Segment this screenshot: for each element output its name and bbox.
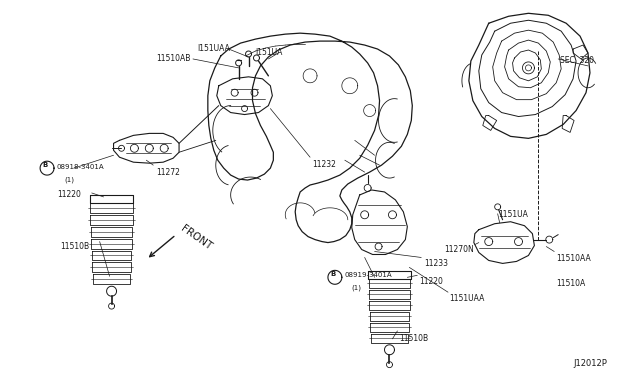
Text: 08919-3401A: 08919-3401A — [345, 272, 392, 278]
Text: FRONT: FRONT — [179, 224, 214, 252]
Text: 11272: 11272 — [156, 168, 180, 177]
Text: 11510B: 11510B — [60, 241, 89, 251]
Text: 11220: 11220 — [419, 277, 443, 286]
Text: 11270N: 11270N — [444, 244, 474, 254]
Text: J12012P: J12012P — [573, 359, 607, 368]
Text: 08918-3401A: 08918-3401A — [57, 164, 104, 170]
Text: (1): (1) — [64, 176, 74, 183]
Text: 1151UA: 1151UA — [499, 210, 529, 219]
Text: (1): (1) — [352, 284, 362, 291]
Text: I151UA: I151UA — [255, 48, 283, 57]
Text: 11232: 11232 — [312, 160, 336, 169]
Text: 11510B: 11510B — [399, 334, 429, 343]
Text: 11510AB: 11510AB — [156, 54, 191, 63]
Text: 11510AA: 11510AA — [556, 254, 591, 263]
Text: B: B — [42, 162, 48, 168]
Text: I151UAA: I151UAA — [197, 44, 230, 53]
Text: 11510A: 11510A — [556, 279, 586, 288]
Text: 1151UAA: 1151UAA — [449, 294, 484, 303]
Text: 11220: 11220 — [57, 190, 81, 199]
Text: 11233: 11233 — [424, 259, 448, 269]
Text: B: B — [330, 271, 335, 278]
Text: SEC. 320: SEC. 320 — [560, 56, 594, 65]
